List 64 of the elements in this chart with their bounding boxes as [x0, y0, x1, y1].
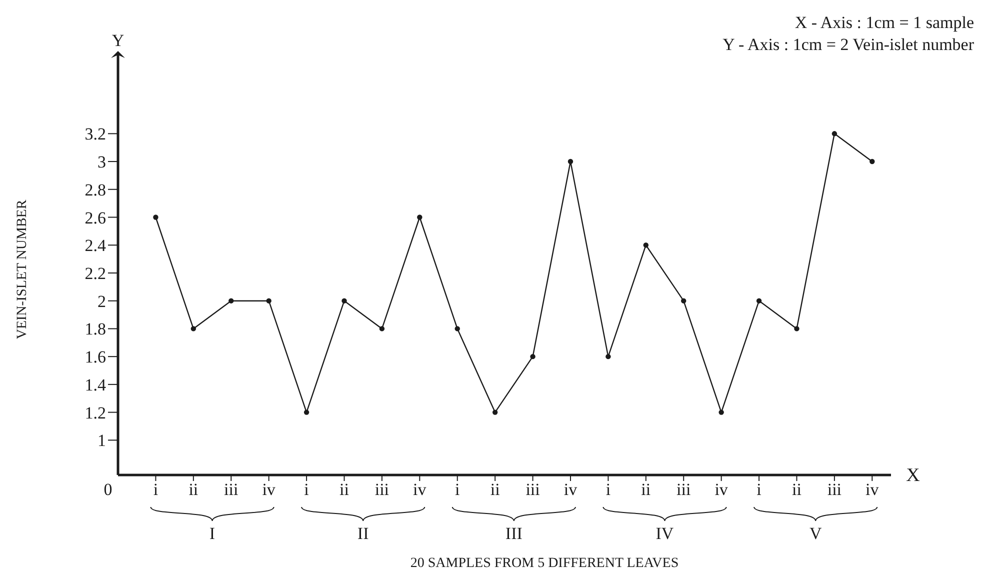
x-tick-label: iv	[413, 480, 427, 500]
point	[228, 298, 234, 304]
point	[190, 326, 196, 332]
x-tick-label: i	[756, 480, 762, 500]
x-tick-label: iii	[827, 480, 842, 500]
y-axis-title: VEIN-ISLET NUMBER	[15, 199, 30, 340]
x-tick-label: ii	[490, 480, 500, 500]
point	[606, 354, 611, 360]
x-tick-label: i	[606, 480, 611, 500]
text: X	[906, 465, 920, 486]
point	[492, 410, 498, 415]
point	[379, 326, 385, 332]
point	[153, 214, 158, 220]
x-tick-label: ii	[641, 480, 651, 500]
point	[756, 298, 762, 304]
point	[342, 298, 347, 304]
text: IV	[656, 524, 674, 543]
point	[794, 326, 800, 332]
y-tick-label: 2.8	[84, 180, 106, 200]
point	[568, 158, 574, 164]
text: III	[505, 524, 523, 543]
x-tick-label: ii	[188, 480, 198, 500]
x-tick-label: iv	[564, 480, 578, 500]
y-tick-label: 1.2	[84, 403, 106, 422]
y-tick-label: 1.4	[84, 375, 106, 394]
point	[266, 298, 272, 304]
x-axis-title: 20 SAMPLES FROM 5 DIFFERENT LEAVES	[410, 556, 679, 571]
y-tick-label: 2.6	[84, 208, 106, 228]
point	[530, 354, 536, 360]
x-tick-label: iii	[224, 480, 238, 500]
point	[681, 298, 686, 304]
x-tick-label: iv	[262, 480, 276, 500]
text: 0	[104, 480, 112, 499]
y-tick-label: 3	[98, 152, 106, 172]
point	[417, 214, 422, 220]
point	[832, 131, 838, 136]
point	[304, 410, 310, 415]
text: Y - Axis : 1cm = 2 Vein-islet number	[722, 35, 974, 54]
y-tick-label: 2.4	[84, 236, 106, 256]
x-tick-label: i	[153, 480, 158, 500]
y-tick-label: 1.8	[84, 320, 106, 339]
y-tick-label: 1.6	[84, 348, 106, 367]
text: II	[357, 524, 370, 543]
x-tick-label: ii	[340, 480, 350, 500]
point	[643, 242, 648, 248]
x-tick-label: iii	[526, 480, 540, 500]
y-tick-label: 2	[98, 292, 106, 311]
y-tick-label: 3.2	[84, 124, 106, 144]
x-tick-label: i	[304, 480, 310, 500]
text: Y	[112, 31, 124, 50]
text: X - Axis : 1cm = 1 sample	[794, 13, 974, 32]
x-tick-label: ii	[792, 480, 802, 500]
text: V	[809, 524, 822, 543]
y-tick-label: 1	[98, 431, 106, 450]
point	[718, 410, 724, 415]
point	[454, 326, 460, 332]
x-tick-label: i	[455, 480, 460, 500]
text: I	[209, 524, 216, 543]
y-tick-label: 2.2	[84, 264, 106, 284]
x-tick-label: iii	[374, 480, 390, 500]
x-tick-label: iii	[676, 480, 691, 500]
x-tick-label: iv	[866, 480, 880, 500]
x-tick-label: iv	[714, 480, 728, 500]
point	[870, 158, 875, 164]
